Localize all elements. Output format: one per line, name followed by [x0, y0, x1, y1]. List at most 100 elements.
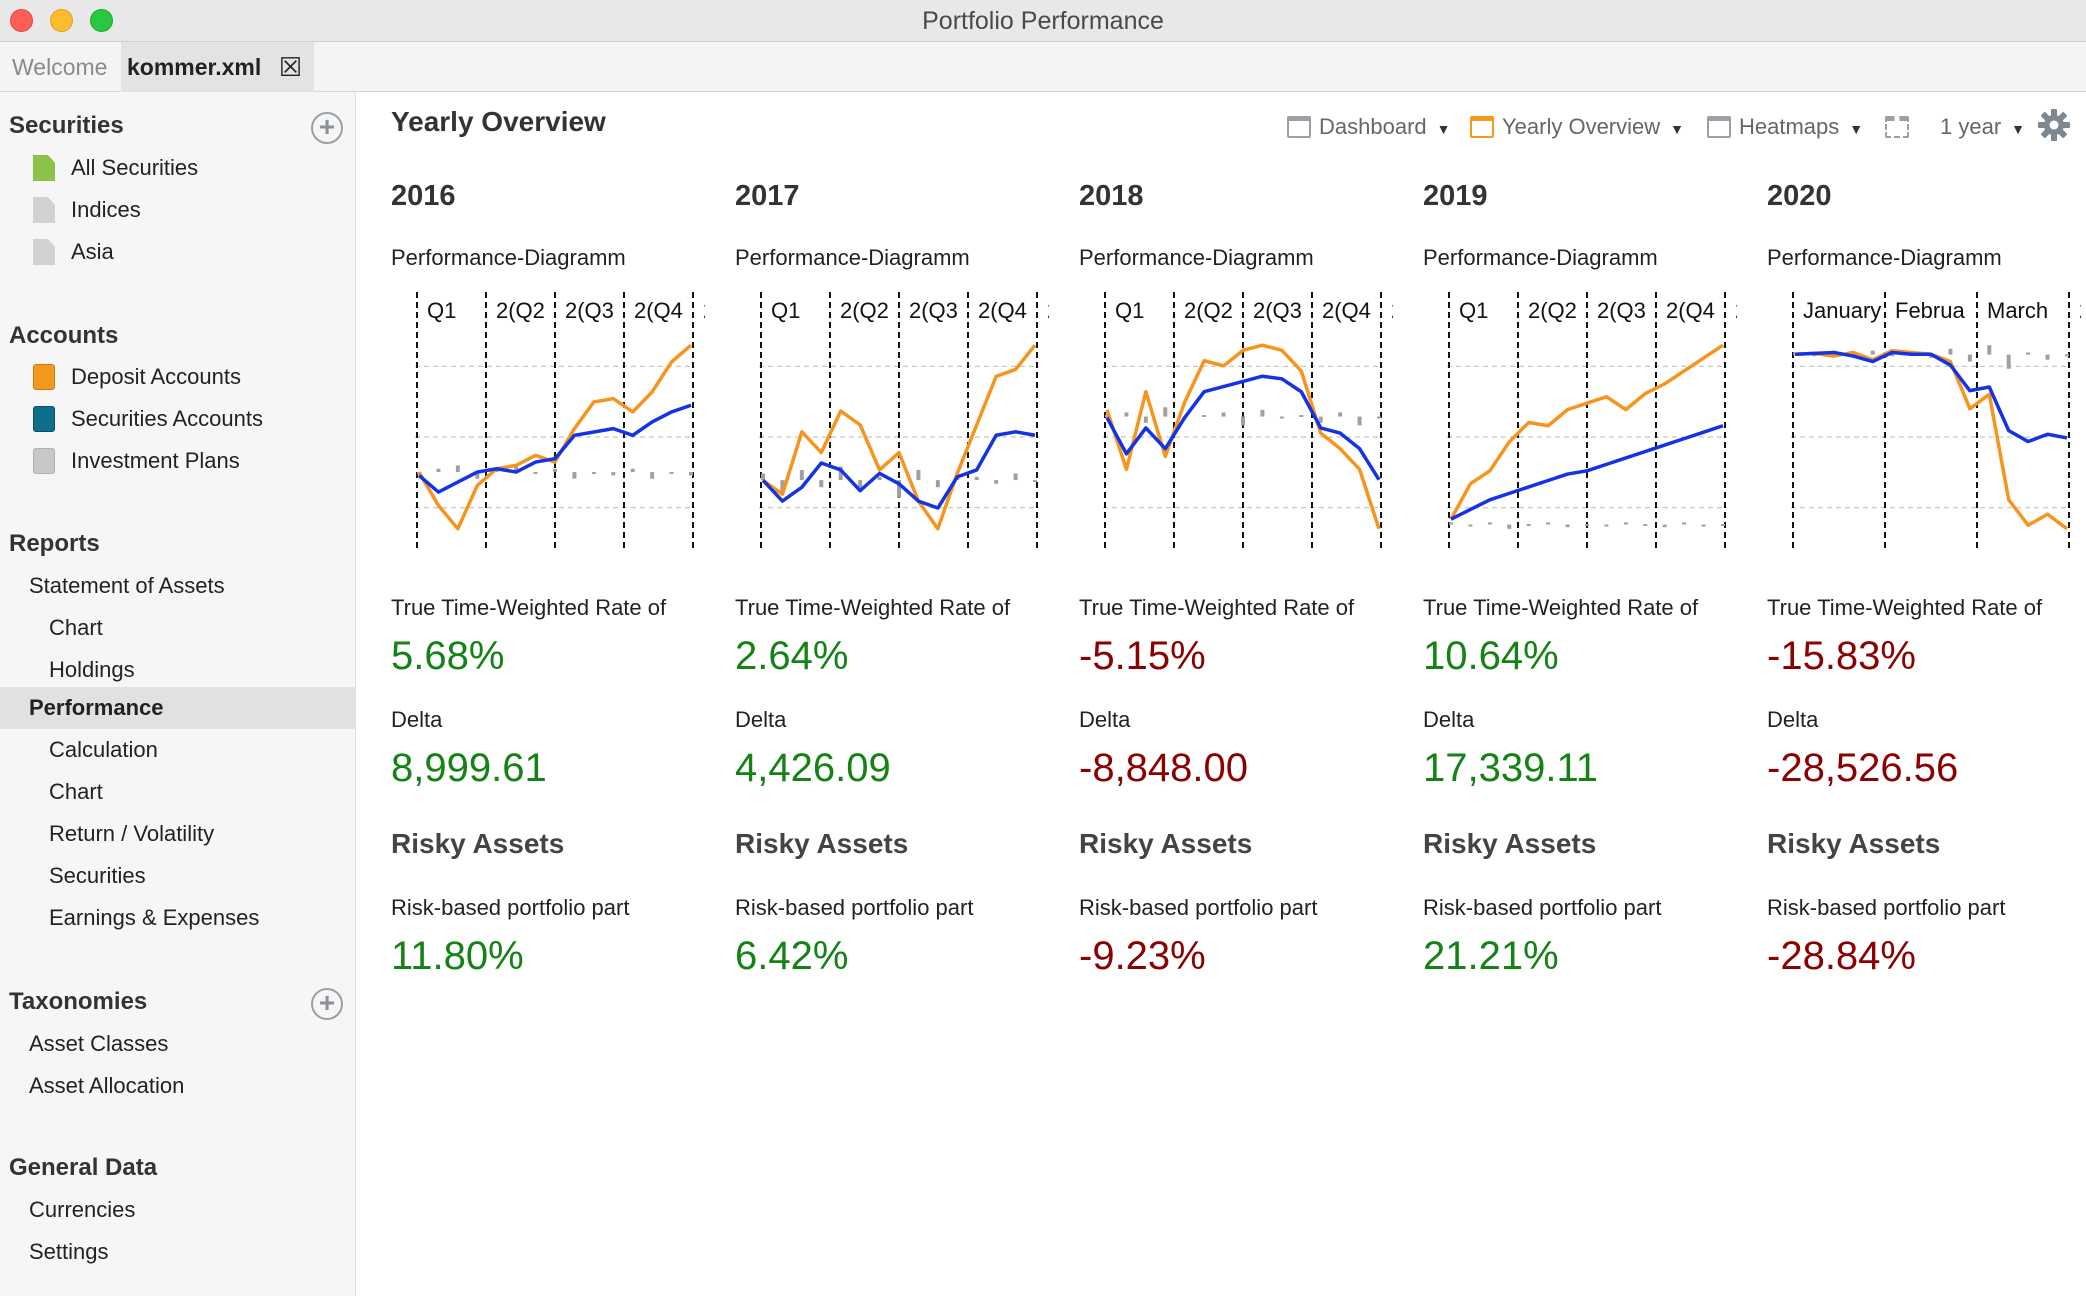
risk-based-part-label: Risk-based portfolio part	[1079, 895, 1318, 920]
ttwror-value: 2.64%	[735, 634, 849, 678]
delta-label: Delta	[1079, 707, 1131, 732]
delta-bar	[1241, 416, 1245, 426]
period-label: Q1	[771, 298, 800, 323]
year-heading: 2016	[391, 180, 456, 212]
add-taxonomy-button[interactable]: +	[311, 988, 343, 1020]
performance-chart: Q1 2(Q2 2(Q3 2(Q4 2(	[1437, 292, 1755, 552]
sidebar-item-all-securities[interactable]: All Securities	[71, 155, 199, 180]
ttwror-label: True Time-Weighted Rate of	[1079, 595, 1355, 620]
close-tab-icon[interactable]: ☒	[278, 52, 302, 82]
sidebar-item-indices[interactable]: Indices	[71, 197, 141, 222]
sidebar-heading-general-data: General Data	[9, 1154, 158, 1181]
delta-bar	[1682, 522, 1687, 525]
risk-based-part-value: 21.21%	[1423, 934, 1559, 978]
sidebar-item-performance-chart[interactable]: Chart	[49, 779, 103, 804]
period-label: Q1	[427, 298, 456, 323]
risky-assets-heading: Risky Assets	[735, 828, 909, 859]
period-label: Februa	[1895, 298, 1965, 323]
dashboard-icon	[1707, 116, 1731, 138]
delta-bar	[897, 480, 901, 498]
delta-label: Delta	[735, 707, 787, 732]
delta-bar	[436, 468, 441, 473]
new-dashboard-button[interactable]	[1885, 112, 1917, 142]
page-title: Yearly Overview	[391, 106, 606, 137]
period-label: 2(Q2	[496, 298, 545, 323]
blue-series-line	[1450, 424, 1724, 521]
chart-svg: Q1 2(Q2 2(Q3 2(Q4 2(	[1447, 292, 1755, 552]
sidebar-item-settings[interactable]: Settings	[29, 1239, 109, 1264]
performance-diagram-label: Performance-Diagramm	[391, 245, 626, 270]
settings-gear-icon[interactable]	[2037, 108, 2071, 141]
sidebar-item-investment-plans[interactable]: Investment Plans	[71, 448, 240, 473]
sidebar-item-asset-classes[interactable]: Asset Classes	[29, 1031, 169, 1056]
close-window-button[interactable]	[10, 9, 33, 32]
delta-bar	[1812, 354, 1817, 357]
minimize-window-button[interactable]	[50, 9, 73, 32]
orange-series-line	[417, 343, 693, 531]
period-label: 2(Q2	[1184, 298, 1233, 323]
year-column-2017: 2017 Performance-Diagramm Q1 2(Q2 2(Q3 2(Q4…	[735, 92, 1067, 1092]
tab-welcome[interactable]: Welcome	[12, 54, 108, 80]
risk-based-part-label: Risk-based portfolio part	[735, 895, 974, 920]
new-dashboard-icon	[1885, 116, 1909, 138]
delta-bar	[1721, 523, 1725, 526]
delta-bar	[2026, 352, 2031, 355]
sidebar-item-return-volatility[interactable]: Return / Volatility	[49, 821, 215, 846]
sidebar-item-currencies[interactable]: Currencies	[29, 1197, 136, 1222]
risk-based-part-value: 11.80%	[391, 934, 524, 978]
delta-bar	[1338, 412, 1343, 417]
sidebar-item-securities-accounts[interactable]: Securities Accounts	[71, 406, 263, 431]
sidebar-item-calculation[interactable]: Calculation	[49, 737, 158, 762]
watchlist-icon	[33, 197, 55, 223]
securities-account-icon	[33, 406, 55, 432]
delta-bar	[819, 480, 824, 488]
sidebar-heading-accounts: Accounts	[9, 322, 119, 349]
add-security-button[interactable]: +	[311, 112, 343, 144]
heatmaps-dropdown[interactable]: Heatmaps ▼	[1707, 112, 1863, 142]
delta-bar	[1202, 415, 1207, 418]
period-label: 2(Q3	[1253, 298, 1302, 323]
zoom-window-button[interactable]	[90, 9, 113, 32]
risk-based-part-label: Risk-based portfolio part	[1767, 895, 2006, 920]
delta-bar	[669, 472, 674, 475]
sidebar-item-performance-selected[interactable]	[0, 687, 356, 729]
period-label: 2(Q4	[1666, 298, 1715, 323]
delta-bar	[1890, 354, 1895, 357]
editor-tab-bar: Welcome kommer.xml ☒	[0, 42, 2086, 92]
sidebar-item-statement-chart[interactable]: Chart	[49, 615, 103, 640]
sidebar-item-earnings-expenses[interactable]: Earnings & Expenses	[49, 905, 260, 930]
tab-kommer-xml[interactable]: kommer.xml ☒	[121, 42, 314, 92]
delta-bar	[1221, 412, 1226, 417]
window-title: Portfolio Performance	[922, 7, 1164, 35]
sidebar-item-deposit-accounts[interactable]: Deposit Accounts	[71, 364, 241, 389]
dashboard-dropdown[interactable]: Dashboard ▼	[1287, 112, 1451, 142]
risk-based-part-label: Risk-based portfolio part	[1423, 895, 1662, 920]
delta-bar	[1377, 416, 1381, 419]
period-label: 2(Q3	[565, 298, 614, 323]
sidebar-heading-taxonomies: Taxonomies	[9, 988, 148, 1015]
delta-bar	[1449, 522, 1453, 525]
year-column-2016: 2016 Performance-Diagramm Q1 2(Q2 2(Q3 2(Q4…	[391, 92, 723, 1092]
delta-value: 8,999.61	[391, 746, 547, 790]
sidebar-item-performance-securities[interactable]: Securities	[49, 863, 146, 888]
delta-bar	[1967, 354, 1972, 362]
period-dropdown[interactable]: 1 year ▼	[1940, 114, 2026, 139]
sidebar-item-statement-of-assets[interactable]: Statement of Assets	[29, 573, 225, 598]
yearly-overview-dropdown[interactable]: Yearly Overview ▼	[1470, 112, 1684, 142]
period-label: January	[1803, 298, 1881, 323]
yearly-overview-view: Yearly Overview Dashboard ▼ Yearly Overvi…	[357, 92, 2086, 1296]
delta-bar	[799, 469, 804, 481]
delta-bar	[1318, 416, 1323, 423]
delta-bar	[1565, 524, 1570, 528]
sidebar-item-performance[interactable]: Performance	[29, 695, 164, 720]
sidebar-item-holdings[interactable]: Holdings	[49, 657, 135, 682]
delta-bar	[994, 480, 999, 484]
delta-bar	[630, 468, 635, 473]
delta-bar	[838, 466, 843, 481]
delta-bar	[1585, 523, 1589, 526]
sidebar-item-asset-allocation[interactable]: Asset Allocation	[29, 1073, 185, 1098]
sidebar-item-asia[interactable]: Asia	[71, 239, 114, 264]
risk-based-part-value: -9.23%	[1079, 934, 1206, 978]
delta-bar	[1870, 350, 1875, 355]
deposit-account-icon	[33, 364, 55, 390]
